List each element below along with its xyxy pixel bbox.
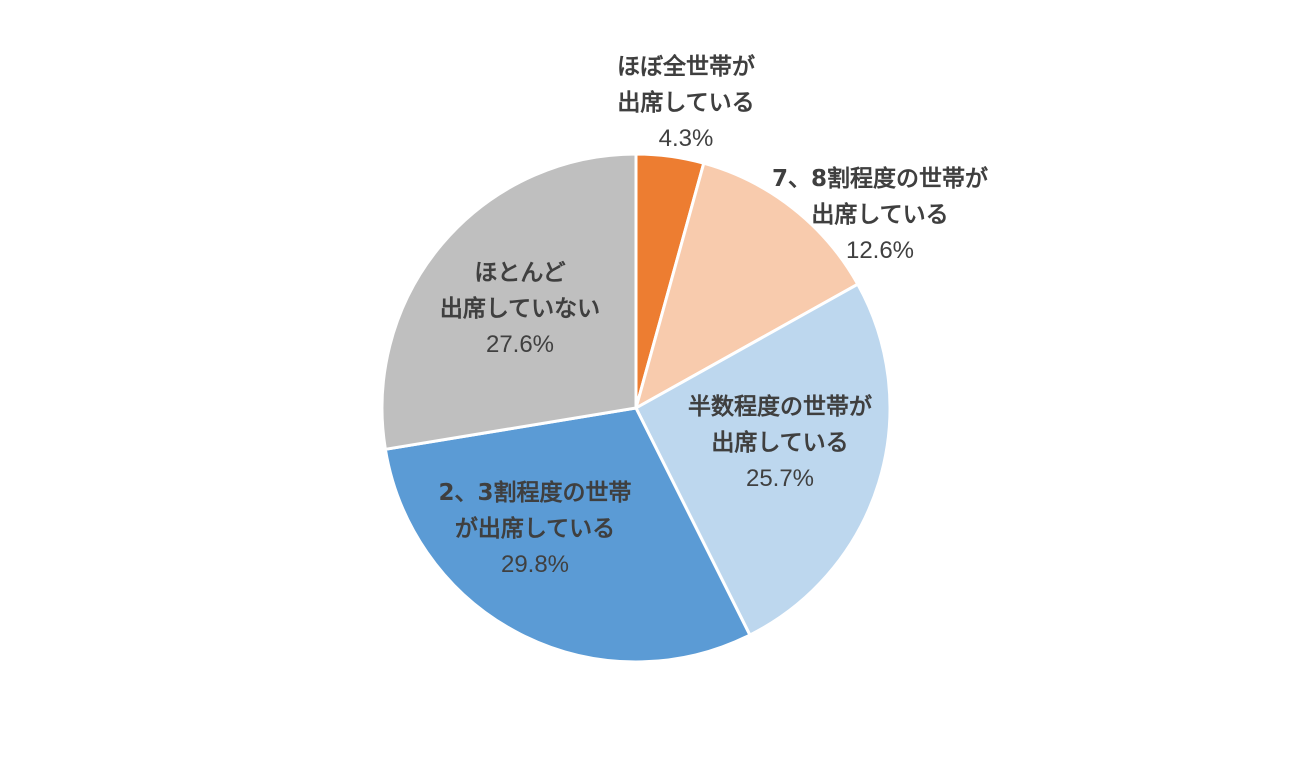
slice-percent-label: 12.6%	[846, 237, 914, 264]
slice-label-line: ほとんど	[474, 260, 565, 286]
pie-slices	[380, 152, 892, 664]
pie-slice-3	[634, 282, 892, 637]
slice-percent-label: 29.8%	[501, 551, 569, 578]
slice-percent-label: 4.3%	[659, 125, 714, 152]
pie-slice-2	[634, 161, 860, 410]
slice-label-line: 半数程度の世帯が	[688, 393, 872, 420]
pie-slice-5	[380, 152, 638, 451]
slice-label-line: 2、3割程度の世帯	[438, 479, 631, 506]
slice-label-line: ほぼ全世帯が	[617, 53, 755, 80]
pie-labels: ほぼ全世帯が出席している4.3%7、8割程度の世帯が出席している12.6%半数程…	[438, 53, 988, 578]
slice-label-line: 出席していない	[440, 295, 600, 322]
slice-label-line: 7、8割程度の世帯が	[772, 165, 988, 192]
slice-percent-label: 25.7%	[746, 465, 814, 492]
slice-label-line: 出席している	[811, 201, 948, 228]
slice-percent-label: 27.6%	[486, 331, 554, 358]
slice-label-line: が出席している	[455, 515, 615, 542]
slice-label-line: 出席している	[711, 429, 848, 456]
pie-slice-4	[383, 406, 752, 664]
slice-label-line: 出席している	[617, 89, 754, 116]
